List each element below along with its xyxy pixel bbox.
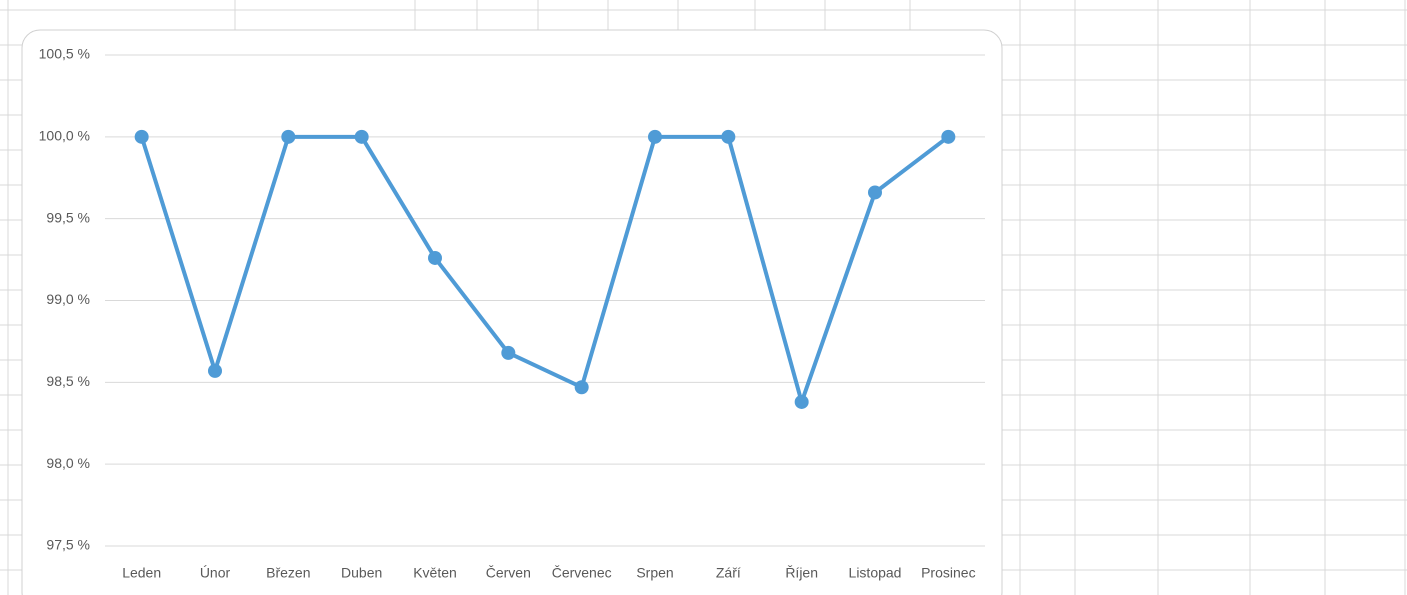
data-point	[721, 129, 736, 144]
x-tick-label: Září	[716, 565, 741, 581]
series-line	[139, 134, 950, 404]
data-point	[574, 380, 589, 395]
x-tick-label: Červen	[486, 565, 531, 581]
y-tick-label: 98,5 %	[46, 373, 90, 389]
y-tick-label: 98,0 %	[46, 455, 90, 471]
x-tick-label: Říjen	[785, 565, 818, 581]
data-point	[794, 394, 809, 409]
x-tick-label: Srpen	[636, 565, 673, 581]
x-tick-label: Leden	[122, 565, 161, 581]
data-point	[134, 129, 149, 144]
data-point	[281, 129, 296, 144]
x-tick-label: Květen	[413, 565, 457, 581]
data-point	[354, 129, 369, 144]
y-tick-label: 100,0 %	[39, 128, 90, 144]
plot: 97,5 % 98,0 % 98,5 % 99,0 % 99,5 % 100,0 % 100…	[39, 46, 985, 581]
y-tick-label: 99,0 %	[46, 291, 90, 307]
data-point	[648, 129, 662, 144]
x-tick-label: Červenec	[552, 565, 612, 581]
x-tick-label: Duben	[341, 565, 382, 581]
data-point	[868, 185, 882, 200]
data-point	[501, 345, 516, 360]
data-point	[428, 250, 442, 265]
y-tick-label: 99,5 %	[46, 209, 90, 225]
x-tick-label: Listopad	[849, 565, 902, 581]
chart-area	[21, 29, 1003, 595]
x-tick-label: Březen	[266, 565, 310, 581]
y-tick-label: 97,5 %	[46, 537, 90, 553]
x-tick-label: Prosinec	[921, 565, 975, 581]
data-point	[941, 129, 956, 144]
x-tick-label: Únor	[200, 565, 231, 581]
y-tick-label: 100,5 %	[39, 46, 90, 62]
data-point	[208, 363, 222, 378]
